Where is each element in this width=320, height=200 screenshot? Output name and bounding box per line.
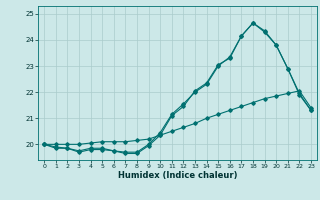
X-axis label: Humidex (Indice chaleur): Humidex (Indice chaleur) [118,171,237,180]
